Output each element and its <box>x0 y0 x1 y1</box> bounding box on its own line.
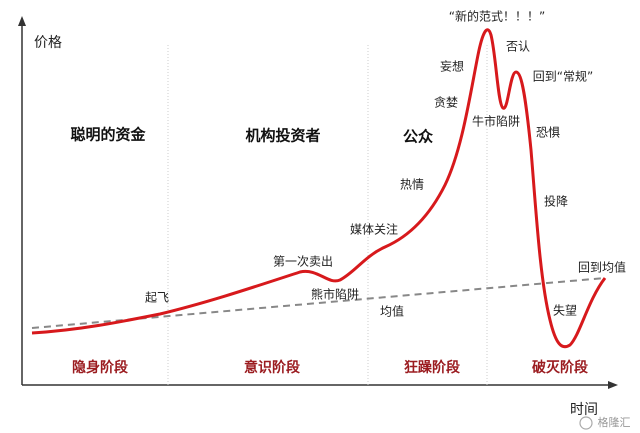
audience: 机构投资者 <box>245 127 320 145</box>
phase-label: 隐身阶段 <box>72 359 128 376</box>
phase-label: 破灭阶段 <box>532 359 588 376</box>
annotation: 牛市陷阱 <box>472 114 520 129</box>
annotation: 均值 <box>380 304 404 319</box>
y-arrow <box>18 16 26 26</box>
annotation: 热情 <box>400 178 424 192</box>
annotation: 熊市陷阱 <box>311 287 359 302</box>
phase-label: 意识阶段 <box>244 359 300 376</box>
mean-line <box>31 277 606 329</box>
annotation: 媒体关注 <box>350 222 398 237</box>
annotation: 回到“常规” <box>533 69 593 84</box>
annotation: 回到均值 <box>578 260 626 275</box>
annotation: 贪婪 <box>434 95 458 110</box>
annotation: “新的范式！！！” <box>449 9 545 24</box>
watermark-icon <box>579 416 593 430</box>
watermark: 格隆汇 <box>598 415 631 429</box>
annotation: 起飞 <box>145 291 169 305</box>
x-axis-label: 时间 <box>570 402 598 418</box>
annotation: 恐惧 <box>536 125 560 140</box>
audience: 聪明的资金 <box>70 126 146 144</box>
x-arrow <box>608 381 618 389</box>
audience: 公众 <box>403 128 433 146</box>
annotation: 失望 <box>553 303 577 318</box>
price-curve <box>31 28 607 349</box>
annotation: 第一次卖出 <box>273 255 333 269</box>
annotation: 投降 <box>544 194 568 209</box>
annotation: 否认 <box>506 40 530 54</box>
annotation: 妄想 <box>440 59 464 74</box>
y-axis-label: 价格 <box>34 35 62 51</box>
phase-label: 狂躁阶段 <box>404 359 460 376</box>
